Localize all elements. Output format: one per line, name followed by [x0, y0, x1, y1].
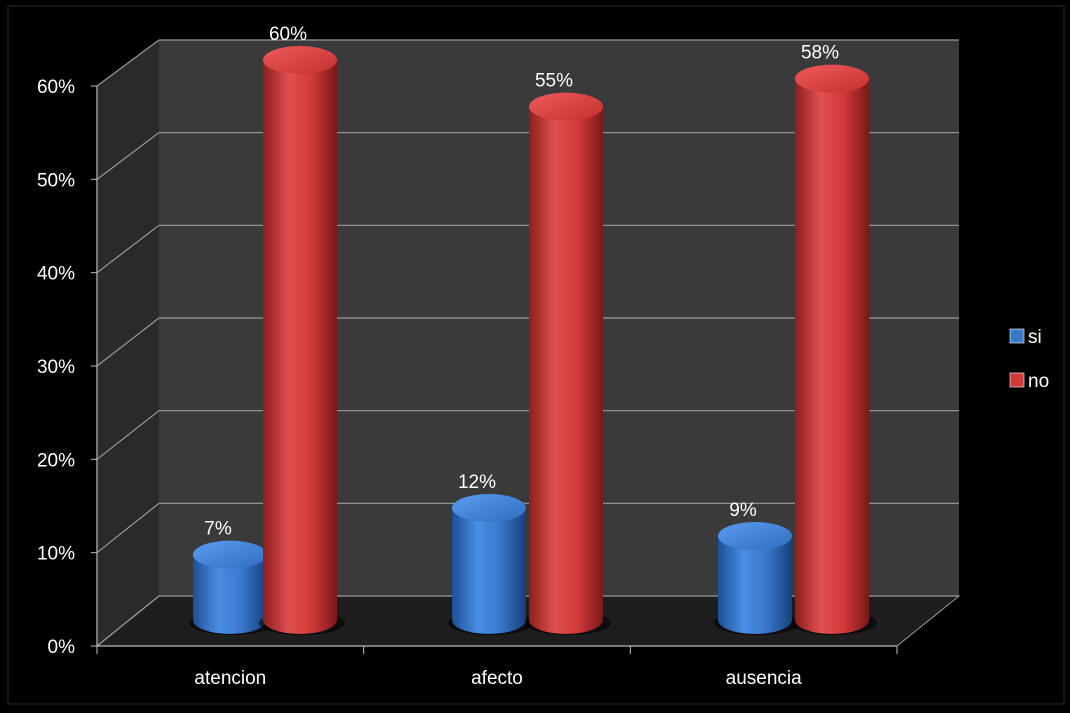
legend-swatch — [1009, 328, 1025, 344]
legend: si no — [1009, 327, 1049, 392]
y-tick-label: 50% — [37, 170, 75, 191]
bar-no-atencion — [259, 46, 345, 635]
x-category-label: atencion — [194, 668, 266, 689]
bar-body — [263, 60, 337, 634]
y-tick-label: 0% — [48, 637, 76, 658]
bar-top — [718, 522, 792, 550]
data-label-no-afecto: 55% — [535, 71, 573, 92]
gridline-side — [96, 132, 160, 180]
data-label-si-afecto: 12% — [458, 472, 496, 493]
bar-top — [263, 46, 337, 74]
y-tick-label: 10% — [37, 544, 75, 565]
data-label-si-atencion: 7% — [204, 519, 232, 540]
bar-top — [452, 494, 526, 522]
chart-border — [7, 5, 1065, 705]
bars-layer — [189, 46, 877, 635]
bar-si-afecto — [448, 494, 534, 635]
legend-label: si — [1028, 327, 1042, 348]
axes: 0% 10% 20% 30% 40% 50% 60% atencion afecto ausenc… — [37, 77, 898, 689]
bar-top — [193, 540, 267, 569]
x-category-label: ausencia — [726, 668, 802, 689]
gridline-side — [96, 410, 160, 460]
gridline-side — [96, 595, 160, 647]
bar-top — [529, 92, 603, 121]
bar-body — [193, 554, 267, 634]
legend-item-si: si — [1009, 327, 1042, 348]
legend-item-no: no — [1009, 371, 1049, 392]
gridline-side — [96, 39, 160, 87]
data-label-no-atencion: 60% — [269, 24, 307, 45]
gridline-side — [96, 317, 160, 367]
bar-si-atencion — [189, 540, 275, 635]
gridline-side — [96, 224, 160, 274]
bar-no-afecto — [525, 92, 611, 635]
data-label-no-ausencia: 58% — [801, 43, 839, 64]
bar-si-ausencia — [714, 522, 800, 635]
y-tick-label: 20% — [37, 450, 75, 471]
bar-top — [795, 64, 869, 93]
side-wall — [97, 40, 159, 646]
y-tick-label: 60% — [37, 77, 75, 98]
legend-swatch — [1009, 372, 1025, 388]
data-labels-layer: 7% 60% 12% 55% 9% 58% — [204, 24, 839, 540]
y-tick-label: 30% — [37, 357, 75, 378]
bar-body — [452, 508, 526, 634]
bar-body — [718, 536, 792, 634]
y-tick-label: 40% — [37, 264, 75, 285]
bar-no-ausencia — [791, 64, 877, 635]
x-category-label: afecto — [471, 668, 523, 689]
gridline-side — [96, 502, 160, 554]
data-label-si-ausencia: 9% — [729, 500, 757, 521]
legend-label: no — [1028, 371, 1049, 392]
bar-body — [529, 106, 603, 634]
bar-body — [795, 78, 869, 634]
